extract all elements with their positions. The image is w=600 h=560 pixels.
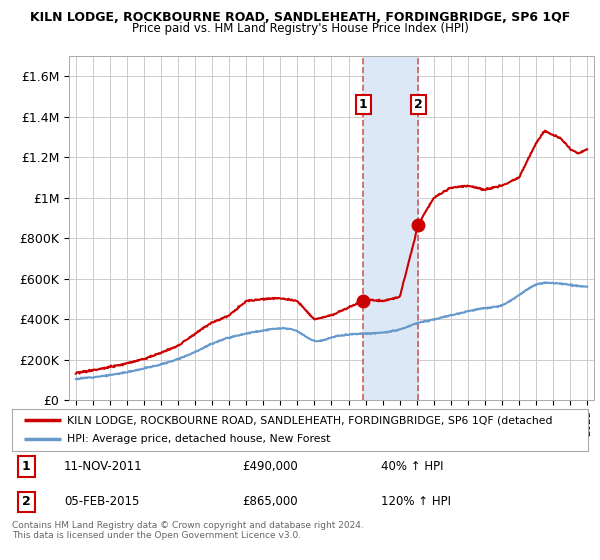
Text: Price paid vs. HM Land Registry's House Price Index (HPI): Price paid vs. HM Land Registry's House … bbox=[131, 22, 469, 35]
Text: KILN LODGE, ROCKBOURNE ROAD, SANDLEHEATH, FORDINGBRIDGE, SP6 1QF (detached: KILN LODGE, ROCKBOURNE ROAD, SANDLEHEATH… bbox=[67, 415, 552, 425]
Text: £865,000: £865,000 bbox=[242, 496, 298, 508]
Text: 2: 2 bbox=[414, 97, 422, 111]
Text: 11-NOV-2011: 11-NOV-2011 bbox=[64, 460, 142, 473]
Text: £490,000: £490,000 bbox=[242, 460, 298, 473]
Text: 1: 1 bbox=[22, 460, 31, 473]
Text: 40% ↑ HPI: 40% ↑ HPI bbox=[380, 460, 443, 473]
Text: Contains HM Land Registry data © Crown copyright and database right 2024.
This d: Contains HM Land Registry data © Crown c… bbox=[12, 521, 364, 540]
Text: 05-FEB-2015: 05-FEB-2015 bbox=[64, 496, 139, 508]
Text: 1: 1 bbox=[359, 97, 368, 111]
Bar bbox=[364, 56, 418, 400]
Text: KILN LODGE, ROCKBOURNE ROAD, SANDLEHEATH, FORDINGBRIDGE, SP6 1QF: KILN LODGE, ROCKBOURNE ROAD, SANDLEHEATH… bbox=[30, 11, 570, 24]
Text: 2: 2 bbox=[22, 496, 31, 508]
Text: 120% ↑ HPI: 120% ↑ HPI bbox=[380, 496, 451, 508]
Text: HPI: Average price, detached house, New Forest: HPI: Average price, detached house, New … bbox=[67, 435, 330, 445]
